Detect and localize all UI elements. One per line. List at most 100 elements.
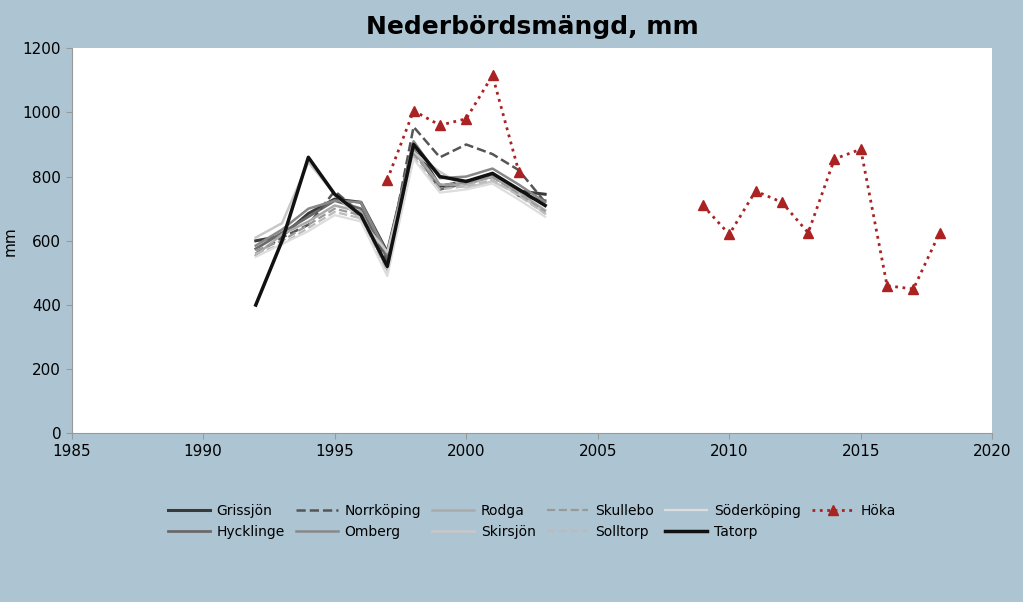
Tatorp [276,237,288,244]
Norrköping [276,234,288,241]
Title: Nederbördsmängd, mm: Nederbördsmängd, mm [365,15,699,39]
Solltorp [486,176,498,184]
Söderköping [382,273,394,280]
Tatorp [460,178,473,185]
Skullebo [460,179,473,187]
Skullebo [355,211,367,219]
Omberg [276,226,288,233]
Skirsjön [302,158,314,166]
Tatorp [250,302,262,309]
Rodga [513,189,525,196]
Solltorp [434,186,446,193]
Norrköping [539,199,551,206]
Line: Höka: Höka [383,70,524,185]
Skullebo [302,221,314,228]
Tatorp [539,202,551,209]
Höka [513,168,525,175]
Line: Söderköping: Söderköping [256,159,545,276]
Söderköping [486,180,498,187]
Söderköping [355,218,367,225]
Söderköping [539,213,551,220]
Grissjön [382,249,394,256]
Norrköping [407,123,419,131]
Rodga [276,231,288,238]
Omberg [355,199,367,206]
Solltorp [539,210,551,217]
Norrköping [355,210,367,217]
Hycklinge [434,186,446,193]
Omberg [407,138,419,145]
Tatorp [486,170,498,177]
Norrköping [382,258,394,265]
Omberg [486,165,498,172]
Skullebo [513,191,525,198]
Solltorp [276,240,288,247]
Grissjön [434,182,446,190]
Norrköping [513,167,525,174]
Söderköping [276,240,288,247]
Hycklinge [407,146,419,153]
Rodga [486,173,498,180]
Söderköping [513,196,525,203]
Skirsjön [355,216,367,223]
Rodga [355,208,367,216]
Omberg [382,250,394,257]
Rodga [382,263,394,270]
Söderköping [460,186,473,193]
Skirsjön [460,184,473,191]
Höka [382,176,394,184]
Solltorp [302,225,314,232]
Skirsjön [513,191,525,198]
Skirsjön [250,234,262,241]
Line: Hycklinge: Hycklinge [256,149,545,258]
Skullebo [250,247,262,254]
Skullebo [328,205,341,213]
Line: Skirsjön: Skirsjön [256,152,545,252]
Söderköping [328,211,341,219]
Rodga [250,252,262,259]
Norrköping [328,187,341,194]
Grissjön [513,187,525,194]
Solltorp [513,192,525,199]
Skirsjön [407,149,419,156]
Norrköping [460,141,473,148]
Norrköping [486,150,498,158]
Skirsjön [434,168,446,175]
Omberg [250,242,262,249]
Hycklinge [355,205,367,213]
Skullebo [539,208,551,216]
Solltorp [355,215,367,222]
Rodga [434,181,446,188]
Solltorp [407,154,419,161]
Hycklinge [328,197,341,204]
Skullebo [382,266,394,273]
Y-axis label: mm: mm [2,226,17,256]
Tatorp [382,263,394,270]
Rodga [407,147,419,155]
Skullebo [434,181,446,188]
Tatorp [355,211,367,219]
Norrköping [302,221,314,228]
Tatorp [328,191,341,198]
Grissjön [328,196,341,203]
Hycklinge [460,179,473,187]
Line: Grissjön: Grissjön [256,143,545,252]
Skullebo [407,150,419,158]
Rodga [539,206,551,214]
Line: Omberg: Omberg [256,141,545,253]
Solltorp [328,208,341,216]
Skirsjön [539,210,551,217]
Höka [434,122,446,129]
Line: Norrköping: Norrköping [256,127,545,262]
Grissjön [407,139,419,146]
Grissjön [539,191,551,198]
Grissjön [460,178,473,185]
Söderköping [407,155,419,163]
Line: Skullebo: Skullebo [256,154,545,270]
Tatorp [434,173,446,180]
Tatorp [302,154,314,161]
Solltorp [250,250,262,257]
Omberg [434,175,446,182]
Line: Solltorp: Solltorp [256,157,545,273]
Omberg [328,197,341,204]
